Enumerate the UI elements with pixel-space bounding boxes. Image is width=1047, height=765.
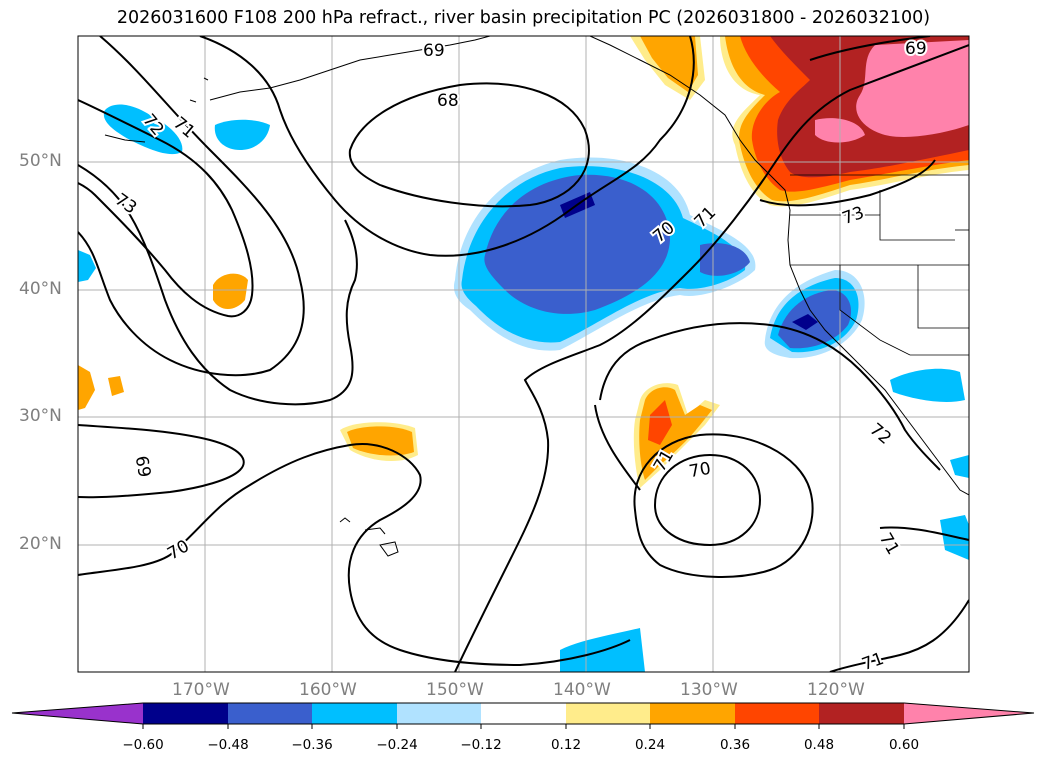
- colorbar-segment: [228, 703, 312, 724]
- lat-label: 30°N: [19, 406, 62, 426]
- lon-label: 140°W: [553, 680, 611, 700]
- lon-label: 120°W: [807, 680, 865, 700]
- contour-label: 72: [866, 419, 895, 448]
- lat-lon-grid: [78, 36, 969, 672]
- refractivity-contours: [78, 36, 969, 672]
- lat-label: 50°N: [19, 151, 62, 171]
- lon-label: 150°W: [426, 680, 484, 700]
- contour-label: 68: [437, 91, 459, 111]
- contour-label: 73: [840, 203, 867, 229]
- contour-label: 71: [875, 530, 903, 559]
- colorbar-segment: [566, 703, 650, 724]
- colorbar-tick-label: −0.48: [207, 737, 249, 753]
- colorbar-segment: [650, 703, 735, 724]
- colorbar-tick-label: −0.24: [376, 737, 418, 753]
- colorbar-segment: [397, 703, 481, 724]
- colorbar-tick-label: 0.36: [719, 737, 751, 753]
- precip-positive-areas: [78, 36, 969, 488]
- lat-label: 40°N: [19, 279, 62, 299]
- colorbar-segment: [481, 703, 566, 724]
- colorbar-tick-label: −0.36: [291, 737, 333, 753]
- contour-label: 70: [164, 536, 193, 564]
- colorbar-tick-label: −0.60: [122, 737, 164, 753]
- coastlines: [104, 36, 969, 557]
- map-frame: [77, 35, 970, 673]
- colorbar-segment: [735, 703, 819, 724]
- colorbar: [11, 702, 1035, 729]
- contour-label: 69: [423, 41, 445, 61]
- colorbar-tick-label: 0.60: [888, 737, 920, 753]
- contour-label: 70: [688, 459, 713, 482]
- colorbar-tick-label: 0.24: [634, 737, 666, 753]
- colorbar-segment: [312, 703, 397, 724]
- lon-label: 170°W: [172, 680, 230, 700]
- contour-label: 71: [859, 649, 886, 675]
- colorbar-tick-label: 0.12: [550, 737, 582, 753]
- colorbar-tick-label: −0.12: [460, 737, 502, 753]
- figure-title: 2026031600 F108 200 hPa refract., river …: [116, 8, 931, 28]
- contour-label: 69: [905, 39, 927, 59]
- colorbar-extend-left: [12, 703, 143, 724]
- colorbar-extend-right: [904, 703, 1034, 724]
- colorbar-segment: [143, 703, 228, 724]
- contour-label: 69: [131, 454, 154, 479]
- lon-label: 160°W: [299, 680, 357, 700]
- lat-label: 20°N: [19, 534, 62, 554]
- lon-label: 130°W: [680, 680, 738, 700]
- colorbar-segment: [819, 703, 904, 724]
- state-borders: [790, 174, 969, 356]
- colorbar-tick-label: 0.48: [803, 737, 835, 753]
